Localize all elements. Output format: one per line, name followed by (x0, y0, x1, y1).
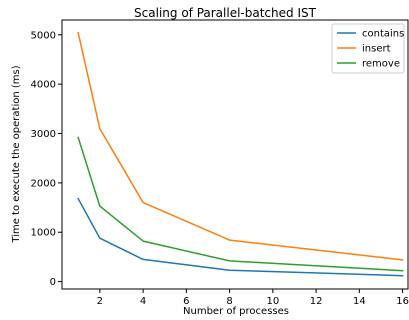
plot-area (61, 19, 409, 290)
y-tick-label: 5000 (31, 30, 56, 41)
x-tick-label: 14 (353, 296, 366, 307)
series-line-remove (77, 136, 404, 272)
y-tick-label: 1000 (31, 228, 56, 239)
y-tick-label: 3000 (31, 129, 56, 140)
legend: contains insert remove (331, 23, 405, 74)
x-axis: 2 4 6 8 10 12 14 16 (97, 289, 409, 307)
legend-label-contains: contains (362, 29, 404, 40)
legend-label-insert: insert (362, 44, 391, 55)
x-tick-label: 12 (310, 296, 323, 307)
chart-title: Scaling of Parallel-batched IST (134, 6, 317, 20)
series-lines (77, 31, 404, 277)
x-tick-label: 2 (97, 296, 103, 307)
legend-label-remove: remove (362, 59, 400, 70)
x-tick-label: 10 (266, 296, 279, 307)
series-line-insert (77, 31, 404, 261)
series-line-contains (77, 197, 404, 277)
y-tick-label: 2000 (31, 178, 56, 189)
x-tick-label: 8 (226, 296, 232, 307)
x-axis-label: Number of processes (183, 306, 289, 317)
y-tick-label: 0 (50, 277, 56, 288)
y-axis-label: Time to execute the operation (ms) (11, 65, 22, 243)
legend-box (331, 23, 405, 74)
x-tick-label: 4 (140, 296, 146, 307)
y-axis: 0 1000 2000 3000 4000 5000 (31, 30, 62, 288)
x-tick-label: 6 (183, 296, 189, 307)
x-tick-label: 16 (396, 296, 409, 307)
y-tick-label: 4000 (31, 80, 56, 91)
